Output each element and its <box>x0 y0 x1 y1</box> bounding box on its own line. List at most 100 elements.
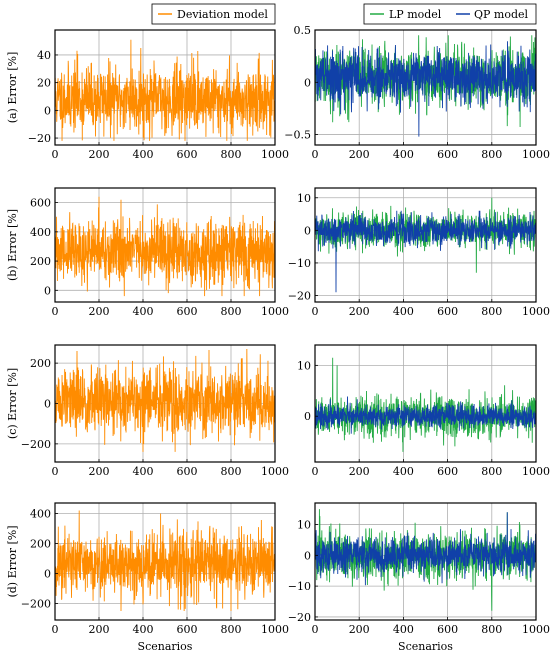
x-tick-label: 1000 <box>261 305 289 318</box>
y-tick-label: 200 <box>30 255 51 268</box>
series-line-qp-model <box>315 210 536 293</box>
y-tick-label: 40 <box>37 49 51 62</box>
legend-label: Deviation model <box>177 8 268 21</box>
x-tick-label: 400 <box>393 623 414 636</box>
x-tick-label: 1000 <box>522 305 550 318</box>
y-tick-label: 0 <box>304 549 311 562</box>
x-tick-label: 600 <box>437 148 458 161</box>
x-tick-label: 1000 <box>261 148 289 161</box>
y-tick-label: 0 <box>304 410 311 423</box>
x-tick-label: 800 <box>221 305 242 318</box>
y-tick-label: −20 <box>288 289 311 302</box>
x-tick-label: 600 <box>437 465 458 478</box>
y-tick-label: 400 <box>30 508 51 521</box>
series-line-qp-model <box>315 41 536 137</box>
legend-box <box>363 3 537 25</box>
x-tick-label: 400 <box>133 465 154 478</box>
x-tick-label: 200 <box>349 305 370 318</box>
x-tick-label: 0 <box>52 465 59 478</box>
series-line-deviation-model <box>55 39 275 141</box>
y-tick-label: −0.5 <box>284 129 311 142</box>
x-tick-label: 1000 <box>261 465 289 478</box>
y-tick-label: 0 <box>44 104 51 117</box>
x-tick-label: 600 <box>177 305 198 318</box>
y-tick-label: −20 <box>288 611 311 624</box>
legend: Deviation model <box>151 3 276 25</box>
y-tick-label: 200 <box>30 538 51 551</box>
x-tick-label: 800 <box>481 148 502 161</box>
x-tick-label: 600 <box>437 623 458 636</box>
y-tick-label: −20 <box>28 132 51 145</box>
y-tick-label: 200 <box>30 357 51 370</box>
x-tick-label: 800 <box>221 148 242 161</box>
x-tick-label: 200 <box>349 623 370 636</box>
x-axis-label: Scenarios <box>398 640 453 653</box>
chart-panel-5: 0 200 400 600 800 1000 −200 0 200 (c) Error [%] <box>6 344 289 478</box>
y-tick-label: 10 <box>297 192 311 205</box>
series-line-qp-model <box>315 396 536 434</box>
plot-frame <box>54 187 276 303</box>
chart-panel-2: 0 200 400 600 800 1000−0.500.5LP model QP mode… <box>284 3 550 161</box>
x-tick-label: 800 <box>481 623 502 636</box>
plot-frame <box>54 502 276 621</box>
y-axis-label: (d) Error [%] <box>6 525 19 597</box>
y-tick-label: 0 <box>304 224 311 237</box>
x-tick-label: 200 <box>349 148 370 161</box>
legend-label: LP model <box>389 8 442 21</box>
chart-panel-4: 0 200 400 600 800 1000 −20 −10 0 10 <box>288 187 550 318</box>
y-tick-label: −200 <box>21 438 51 451</box>
series-line-deviation-model <box>55 196 275 297</box>
chart-panel-3: 0 200 400 600 800 1000 0 200 400 600 (b) Error [%] <box>6 187 289 318</box>
x-tick-label: 800 <box>481 465 502 478</box>
x-tick-label: 400 <box>393 465 414 478</box>
y-tick-label: 400 <box>30 226 51 239</box>
y-tick-label: −200 <box>21 598 51 611</box>
y-tick-label: 10 <box>297 519 311 532</box>
x-tick-label: 0 <box>312 305 319 318</box>
x-tick-label: 400 <box>133 148 154 161</box>
x-tick-label: 600 <box>437 305 458 318</box>
x-tick-label: 0 <box>312 623 319 636</box>
plot-frame <box>314 29 537 146</box>
x-tick-label: 1000 <box>261 623 289 636</box>
x-tick-label: 0 <box>52 305 59 318</box>
y-tick-label: 0 <box>44 568 51 581</box>
x-axis-label: Scenarios <box>138 640 193 653</box>
legend-box <box>151 3 276 25</box>
series-line-deviation-model <box>55 349 275 452</box>
x-tick-label: 1000 <box>522 623 550 636</box>
y-tick-label: 0.5 <box>294 24 312 37</box>
x-tick-label: 0 <box>312 148 319 161</box>
x-tick-label: 400 <box>393 305 414 318</box>
y-axis-label: (a) Error [%] <box>6 52 19 124</box>
x-tick-label: 400 <box>133 305 154 318</box>
plot-frame <box>314 344 537 463</box>
y-tick-label: −10 <box>288 257 311 270</box>
legend: LP model QP model <box>363 3 537 25</box>
y-tick-label: −10 <box>288 580 311 593</box>
y-tick-label: 600 <box>30 197 51 210</box>
x-tick-label: 600 <box>177 623 198 636</box>
y-tick-label: 10 <box>297 359 311 372</box>
x-tick-label: 600 <box>177 148 198 161</box>
x-tick-label: 800 <box>481 305 502 318</box>
y-axis-label: (c) Error [%] <box>6 368 19 439</box>
y-tick-label: 0 <box>44 284 51 297</box>
series-line-deviation-model <box>55 510 275 612</box>
x-tick-label: 200 <box>89 148 110 161</box>
y-axis-label: (b) Error [%] <box>6 209 19 281</box>
x-tick-label: 200 <box>89 623 110 636</box>
x-tick-label: 0 <box>52 623 59 636</box>
x-tick-label: 800 <box>221 465 242 478</box>
x-tick-label: 200 <box>89 305 110 318</box>
series-line-qp-model <box>315 512 536 586</box>
chart-panel-8: 0 200 400 600 800 1000 −20 −10 0 10 <box>288 502 550 636</box>
x-tick-label: 200 <box>349 465 370 478</box>
y-tick-label: 0 <box>44 398 51 411</box>
x-tick-label: 600 <box>177 465 198 478</box>
x-tick-label: 800 <box>221 623 242 636</box>
x-tick-label: 0 <box>312 465 319 478</box>
